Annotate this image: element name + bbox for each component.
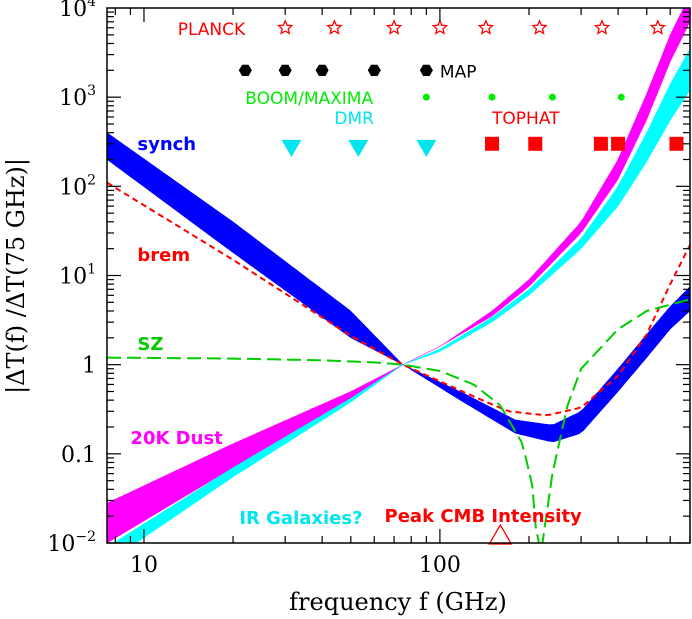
label-planck: PLANCK	[178, 20, 246, 40]
marker-dot	[548, 93, 556, 101]
experiment-map	[238, 64, 433, 76]
annotation-sz: SZ	[137, 334, 163, 355]
marker-triangle	[281, 139, 302, 157]
band-ir	[113, 48, 690, 543]
experiment-boom-maxima	[422, 93, 625, 101]
label-map: MAP	[440, 62, 477, 82]
x-tick-label: 100	[419, 553, 461, 578]
marker-square	[611, 136, 626, 151]
series-brem	[107, 181, 690, 417]
y-tick-label: 102	[59, 172, 96, 200]
label-tophat: TOPHAT	[491, 109, 560, 129]
y-tick-label: 10−2	[47, 529, 96, 557]
y-tick-label: 101	[59, 262, 96, 290]
marker-hexagon	[278, 64, 292, 76]
labels-layer: synch brem SZ 20K Dust IR Galaxies? Peak CMB …	[130, 134, 582, 529]
ticks-layer: 10 100 10−2 0.1 1 101 102 103 104	[47, 0, 691, 578]
series-sz-increment	[541, 298, 690, 543]
marker-square	[669, 136, 684, 151]
annotation-peak-cmb-intensity: Peak CMB Intensity	[385, 506, 583, 527]
marker-star	[649, 19, 667, 35]
y-axis-label: |ΔT(f) /ΔT(75 GHz)|	[2, 158, 31, 394]
experiment-tophat	[485, 136, 684, 151]
annotation-synch: synch	[137, 134, 196, 155]
marker-star	[477, 19, 495, 35]
label-boom-maxima: BOOM/MAXIMA	[245, 89, 373, 109]
series-layer	[107, 181, 690, 543]
y-tick-label: 0.1	[61, 443, 96, 468]
x-tick-label: 10	[130, 553, 158, 578]
marker-dot	[488, 93, 496, 101]
annotation-20k-dust: 20K Dust	[130, 428, 223, 449]
marker-square	[485, 136, 500, 151]
marker-square	[528, 136, 543, 151]
marker-triangle	[348, 139, 369, 157]
marker-star	[431, 19, 449, 35]
marker-square	[593, 136, 608, 151]
x-axis-label: frequency f (GHz)	[289, 588, 507, 616]
marker-star	[531, 19, 548, 35]
annotation-ir-galaxies: IR Galaxies?	[239, 508, 362, 529]
y-tick-label: 1	[82, 354, 96, 379]
bands-layer	[107, 8, 690, 543]
marker-star	[276, 19, 294, 35]
marker-hexagon	[238, 64, 252, 76]
y-tick-label: 103	[59, 83, 96, 111]
marker-star	[385, 19, 403, 35]
band-synch	[107, 132, 690, 442]
annotation-brem: brem	[137, 245, 190, 266]
marker-dot	[422, 93, 430, 101]
band-dust	[107, 8, 690, 543]
marker-hexagon	[367, 64, 381, 76]
peak-cmb-marker	[488, 523, 513, 545]
y-tick-label: 104	[59, 0, 96, 22]
experiment-planck	[276, 19, 667, 35]
marker-dot	[617, 93, 625, 101]
marker-star	[593, 19, 611, 35]
marker-hexagon	[419, 64, 433, 76]
label-dmr: DMR	[334, 109, 374, 129]
series-sz	[107, 356, 541, 543]
experiment-dmr	[281, 139, 437, 157]
marker-hexagon	[315, 64, 329, 76]
marker-star	[326, 19, 343, 35]
marker-triangle	[416, 139, 437, 157]
